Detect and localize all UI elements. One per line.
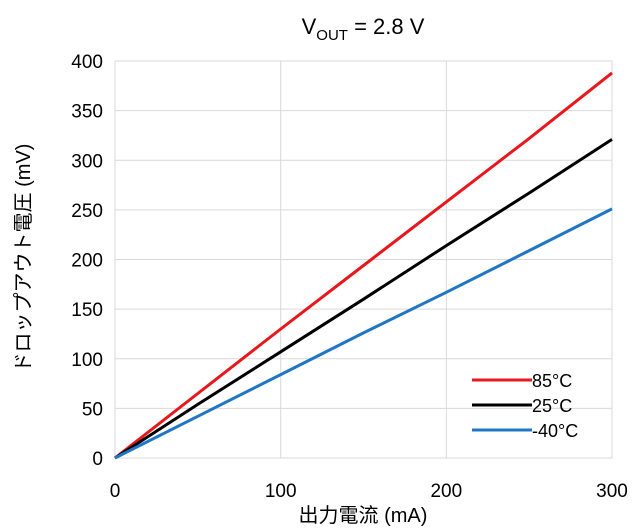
- y-axis-label: ドロップアウト電圧 (mV): [13, 144, 35, 373]
- y-tick-label: 0: [92, 449, 103, 470]
- series-line: [114, 138, 613, 460]
- y-axis-ticks: 0 50 100 150 200 250 300 350 400: [71, 52, 103, 470]
- legend-label: 85°C: [532, 371, 572, 391]
- legend-label: 25°C: [532, 396, 572, 416]
- x-tick-label: 300: [596, 481, 628, 502]
- series-line: [114, 71, 613, 460]
- y-tick-label: 200: [71, 251, 103, 272]
- x-tick-label: 100: [265, 481, 297, 502]
- y-tick-label: 150: [71, 300, 103, 321]
- legend-label: -40°C: [532, 421, 578, 441]
- y-tick-label: 400: [71, 52, 103, 73]
- y-tick-label: 50: [82, 399, 103, 420]
- series-line: [114, 207, 613, 460]
- x-axis-label: 出力電流 (mA): [299, 504, 428, 527]
- legend: 85°C 25°C -40°C: [472, 371, 578, 441]
- chart-title: VOUT = 2.8 V: [302, 14, 425, 44]
- x-tick-label: 200: [430, 481, 462, 502]
- y-tick-label: 350: [71, 102, 103, 123]
- y-tick-label: 250: [71, 201, 103, 222]
- y-tick-label: 300: [71, 151, 103, 172]
- x-axis-ticks: 0 100 200 300: [110, 481, 628, 502]
- plot-area: [114, 60, 613, 459]
- series-lines: [114, 71, 613, 460]
- y-tick-label: 100: [71, 350, 103, 371]
- x-tick-label: 0: [110, 481, 121, 502]
